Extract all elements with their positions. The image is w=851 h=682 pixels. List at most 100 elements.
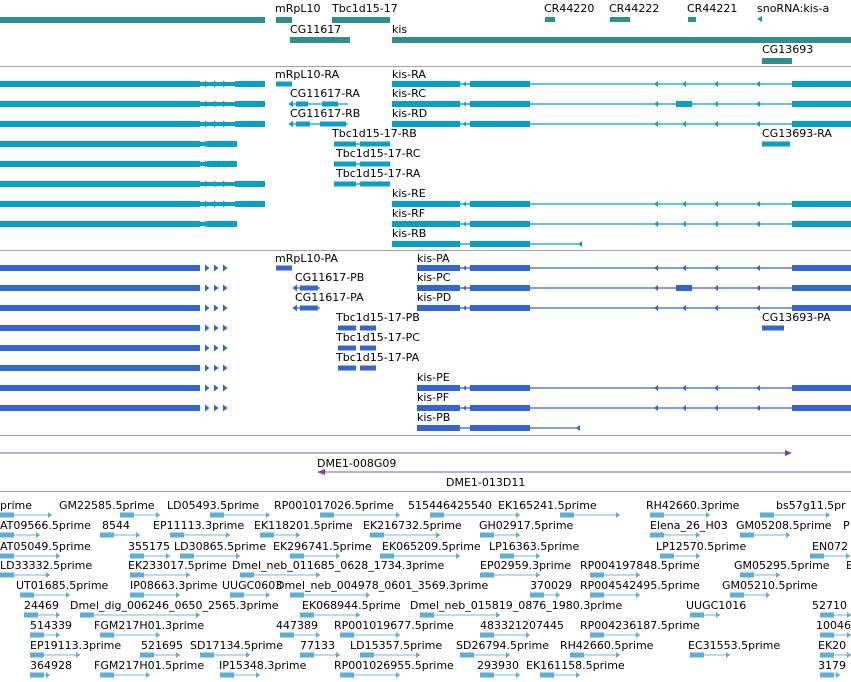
protein-label[interactable]: kis-PC (417, 271, 451, 284)
est-label[interactable]: LD05493.5prime (167, 499, 260, 512)
gene-glyph-tbc1d15-17[interactable] (332, 17, 390, 23)
transcript-label[interactable]: kis-RD (392, 107, 428, 120)
est-label[interactable]: bs57g11.5pr (776, 499, 846, 512)
est-label[interactable]: 24469 (24, 599, 59, 612)
transcript-label[interactable]: CG11617-RA (290, 87, 360, 100)
gene-label-cg13693[interactable]: CG13693 (762, 43, 814, 56)
est-label[interactable]: 8544 (102, 519, 130, 532)
est-label[interactable]: EP02959.3prime (480, 559, 572, 572)
est-label[interactable]: FGM217H01.5prime (94, 659, 205, 672)
est-label[interactable]: LP16363.5prime (489, 540, 580, 553)
protein-label[interactable]: kis-PD (417, 291, 452, 304)
est-label[interactable]: Elena_26_H03 (650, 519, 728, 532)
gene-label-tbc1d15-17[interactable]: Tbc1d15-17 (332, 2, 398, 15)
est-label[interactable]: IP08663.3prime (130, 579, 218, 592)
est-label[interactable]: RP004197848.5prime (580, 559, 700, 572)
est-label[interactable]: RP004236187.5prime (580, 619, 700, 632)
est-label[interactable]: 515446425540 (408, 499, 492, 512)
est-label[interactable]: LD15357.5prime (350, 639, 443, 652)
protein-label[interactable]: CG11617-PA (295, 291, 364, 304)
est-label[interactable]: GM05210.5prime (722, 579, 818, 592)
est-label[interactable]: EK118201.5prime (254, 519, 353, 532)
gene-glyph-snorna-kis-a[interactable] (757, 16, 762, 22)
protein-label[interactable]: kis-PF (417, 391, 450, 404)
gene-label-cr44221[interactable]: CR44221 (687, 2, 738, 15)
gene-label-cg11617[interactable]: CG11617 (290, 23, 342, 36)
est-label[interactable]: EK296741.5prime (273, 540, 372, 553)
est-label[interactable]: UUGC1016 (686, 599, 747, 612)
clone-label[interactable]: DME1-013D11 (446, 476, 526, 489)
est-label[interactable]: IP15348.3prime (219, 659, 307, 672)
est-label[interactable]: Dmel_neb_015819_0876_1980.3prime (410, 599, 623, 612)
est-label[interactable]: UT01685.5prime (16, 579, 109, 592)
est-label[interactable]: SD17134.5prime (190, 639, 283, 652)
est-label[interactable]: EK20 (818, 639, 847, 652)
est-label[interactable]: AT09566.5prime (0, 519, 91, 532)
gene-glyph-cg11617[interactable] (290, 37, 350, 43)
est-label[interactable]: Dmel_dig_006246_0650_2565.3prime (70, 599, 279, 612)
gene-label-snorna-kis-a[interactable]: snoRNA:kis-a (757, 2, 830, 15)
est-label[interactable]: RP001019677.5prime (334, 619, 454, 632)
est-label[interactable]: GM05208.5prime (736, 519, 832, 532)
transcript-label[interactable]: kis-RA (392, 68, 426, 81)
gene-glyph-kis[interactable] (392, 37, 851, 43)
transcript-label[interactable]: Tbc1d15-17-RA (336, 167, 421, 180)
est-label[interactable]: EK233017.5prime (128, 559, 227, 572)
est-label[interactable]: 521695 (141, 639, 183, 652)
gene-glyph-cr44221[interactable] (688, 17, 696, 22)
est-label[interactable]: EC31553.5prime (688, 639, 781, 652)
est-label[interactable]: 77133 (300, 639, 335, 652)
gene-glyph-cr44222[interactable] (610, 17, 630, 22)
est-label[interactable]: 293930 (477, 659, 519, 672)
gene-label-kis[interactable]: kis (392, 23, 408, 36)
est-label[interactable]: LP12570.5prime (656, 540, 747, 553)
est-label[interactable]: EK065209.5prime (382, 540, 481, 553)
transcript-label[interactable]: kis-RE (392, 187, 426, 200)
gene-label-mrpl10[interactable]: mRpL10 (275, 2, 321, 15)
est-label[interactable]: Dmel_neb_004978_0601_3569.3prime (276, 579, 489, 592)
est-label[interactable]: 3179 (818, 659, 846, 672)
est-label[interactable]: 52710 (812, 599, 847, 612)
transcript-label[interactable]: Tbc1d15-17-RC (336, 147, 421, 160)
protein-label[interactable]: kis-PE (417, 371, 450, 384)
est-label[interactable]: RH42660.5prime (560, 639, 654, 652)
est-label[interactable]: RP001017026.5prime (274, 499, 394, 512)
est-label[interactable]: EK068944.5prime (302, 599, 401, 612)
est-label[interactable]: RH42660.3prime (646, 499, 740, 512)
gene-label-cr44220[interactable]: CR44220 (544, 2, 595, 15)
transcript-label[interactable]: kis-RB (392, 227, 427, 240)
transcript-label[interactable]: CG13693-RA (762, 127, 832, 140)
gene-label-cr44222[interactable]: CR44222 (609, 2, 660, 15)
est-label[interactable]: 355175 (128, 540, 170, 553)
est-label[interactable]: 370029 (530, 579, 572, 592)
est-label[interactable]: UUGC0603 (222, 579, 283, 592)
est-label[interactable]: EK216732.5prime (363, 519, 462, 532)
transcript-label[interactable]: Tbc1d15-17-RB (332, 127, 417, 140)
est-label[interactable]: FGM217H01.3prime (94, 619, 205, 632)
est-label[interactable]: EK165241.5prime (498, 499, 597, 512)
protein-label[interactable]: Tbc1d15-17-PB (336, 311, 420, 324)
est-label[interactable]: AT05049.5prime (0, 540, 91, 553)
est-label[interactable]: 514339 (30, 619, 72, 632)
est-label[interactable]: GM05295.5prime (734, 559, 830, 572)
est-label[interactable]: EP11113.3prime (153, 519, 245, 532)
est-label[interactable]: 447389 (276, 619, 318, 632)
transcript-label[interactable]: kis-RC (392, 87, 426, 100)
est-label[interactable]: SD26794.5prime (456, 639, 549, 652)
gene-glyph-cg13693[interactable] (762, 58, 792, 64)
clone-label[interactable]: DME1-008G09 (317, 457, 397, 470)
protein-label[interactable]: kis-PB (417, 411, 451, 424)
protein-label[interactable]: mRpL10-PA (275, 252, 338, 265)
est-label[interactable]: LD30865.5prime (174, 540, 267, 553)
est-label[interactable]: RP001026955.5prime (334, 659, 454, 672)
est-label[interactable]: Dmel_neb_011685_0628_1734.3prime (232, 559, 445, 572)
gene-glyph-mrpl10[interactable] (276, 17, 292, 23)
gene-glyph[interactable] (0, 17, 265, 23)
transcript-label[interactable]: kis-RF (392, 207, 426, 220)
est-label[interactable]: EP19113.3prime (30, 639, 122, 652)
est-label[interactable]: EK161158.5prime (526, 659, 625, 672)
protein-label[interactable]: Tbc1d15-17-PA (336, 351, 420, 364)
est-label[interactable]: EN072 (812, 540, 849, 553)
est-label[interactable]: 364928 (30, 659, 72, 672)
protein-label[interactable]: kis-PA (417, 252, 450, 265)
